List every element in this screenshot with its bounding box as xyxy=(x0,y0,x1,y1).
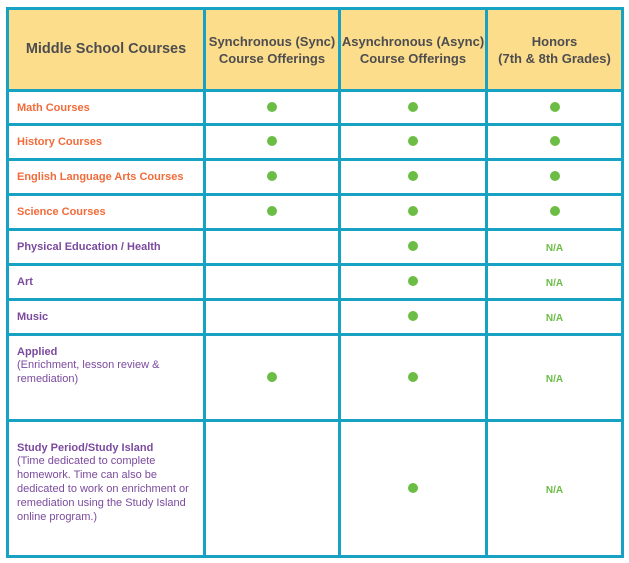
course-name-cell: History Courses xyxy=(6,123,206,161)
table-row: English Language Arts Courses xyxy=(6,158,624,196)
table-row: Applied (Enrichment, lesson review & reme… xyxy=(6,333,624,422)
course-name-cell: Science Courses xyxy=(6,193,206,231)
sync-cell xyxy=(203,228,341,266)
header-sync-line2: Course Offerings xyxy=(218,50,326,66)
table-row: Science Courses xyxy=(6,193,624,231)
honors-cell: N/A xyxy=(485,263,624,301)
header-courses: Middle School Courses xyxy=(6,7,206,92)
offered-dot-icon xyxy=(408,171,418,181)
sync-cell xyxy=(203,158,341,196)
table-row: Art N/A xyxy=(6,263,624,301)
header-sync-line1: Synchronous (Sync) xyxy=(208,33,336,49)
honors-cell xyxy=(485,158,624,196)
header-honors-line1: Honors xyxy=(531,33,578,49)
header-async: Asynchronous (Async) Course Offerings xyxy=(338,7,488,92)
course-name-cell: Physical Education / Health xyxy=(6,228,206,266)
header-honors: Honors (7th & 8th Grades) xyxy=(485,7,624,92)
async-cell xyxy=(338,263,488,301)
offered-dot-icon xyxy=(408,241,418,251)
honors-cell xyxy=(485,123,624,161)
async-cell xyxy=(338,419,488,558)
async-cell xyxy=(338,193,488,231)
honors-cell xyxy=(485,193,624,231)
honors-cell: N/A xyxy=(485,333,624,422)
offered-dot-icon xyxy=(408,311,418,321)
course-name-cell: Math Courses xyxy=(6,89,206,126)
sync-cell xyxy=(203,333,341,422)
sync-cell xyxy=(203,123,341,161)
offered-dot-icon xyxy=(267,171,277,181)
course-name-cell: English Language Arts Courses xyxy=(6,158,206,196)
course-name-cell: Music xyxy=(6,298,206,336)
honors-cell: N/A xyxy=(485,228,624,266)
offered-dot-icon xyxy=(549,101,560,112)
not-applicable-label: N/A xyxy=(545,243,564,254)
table-row: History Courses xyxy=(6,123,624,161)
offered-dot-icon xyxy=(408,482,418,493)
table-row: Physical Education / Health N/A xyxy=(6,228,624,266)
offered-dot-icon xyxy=(267,101,277,112)
header-async-line2: Course Offerings xyxy=(359,50,467,66)
honors-cell: N/A xyxy=(485,419,624,558)
sync-cell xyxy=(203,419,341,558)
course-name: Applied xyxy=(17,346,58,358)
not-applicable-label: N/A xyxy=(545,313,564,324)
offered-dot-icon xyxy=(549,171,560,181)
honors-cell: N/A xyxy=(485,298,624,336)
offered-dot-icon xyxy=(267,206,277,216)
not-applicable-label: N/A xyxy=(545,484,564,496)
course-name: Science Courses xyxy=(17,206,106,218)
table-row: Math Courses xyxy=(6,89,624,126)
async-cell xyxy=(338,228,488,266)
not-applicable-label: N/A xyxy=(545,278,564,289)
header-sync: Synchronous (Sync) Course Offerings xyxy=(203,7,341,92)
course-name-cell: Art xyxy=(6,263,206,301)
async-cell xyxy=(338,89,488,126)
table-row: Music N/A xyxy=(6,298,624,336)
not-applicable-label: N/A xyxy=(545,373,564,385)
async-cell xyxy=(338,333,488,422)
offered-dot-icon xyxy=(267,371,277,382)
offered-dot-icon xyxy=(267,136,277,146)
course-name-cell: Applied (Enrichment, lesson review & reme… xyxy=(6,333,206,422)
offered-dot-icon xyxy=(549,206,560,216)
course-name: Study Period/Study Island xyxy=(17,442,154,454)
course-name-cell: Study Period/Study Island (Time dedicated… xyxy=(6,419,206,558)
async-cell xyxy=(338,158,488,196)
course-name: Art xyxy=(17,276,33,288)
sync-cell xyxy=(203,263,341,301)
offered-dot-icon xyxy=(408,101,418,112)
sync-cell xyxy=(203,298,341,336)
async-cell xyxy=(338,298,488,336)
table-row: Study Period/Study Island (Time dedicated… xyxy=(6,419,624,558)
course-name: History Courses xyxy=(17,136,102,148)
sync-cell xyxy=(203,193,341,231)
course-description: (Enrichment, lesson review & remediation… xyxy=(17,359,160,385)
course-name: English Language Arts Courses xyxy=(17,171,184,183)
header-async-line1: Asynchronous (Async) xyxy=(341,33,485,49)
async-cell xyxy=(338,123,488,161)
header-honors-line2: (7th & 8th Grades) xyxy=(498,50,611,66)
course-name: Math Courses xyxy=(17,101,90,114)
offered-dot-icon xyxy=(408,136,418,146)
offered-dot-icon xyxy=(549,136,560,146)
header-row: Middle School Courses Synchronous (Sync)… xyxy=(6,7,624,92)
course-name: Music xyxy=(17,311,49,323)
course-description: (Time dedicated to complete homework. Ti… xyxy=(17,455,189,523)
sync-cell xyxy=(203,89,341,126)
course-name: Physical Education / Health xyxy=(17,241,161,253)
offered-dot-icon xyxy=(408,206,418,216)
honors-cell xyxy=(485,89,624,126)
offered-dot-icon xyxy=(408,276,418,286)
courses-table: Middle School Courses Synchronous (Sync)… xyxy=(6,7,624,558)
offered-dot-icon xyxy=(408,371,418,382)
